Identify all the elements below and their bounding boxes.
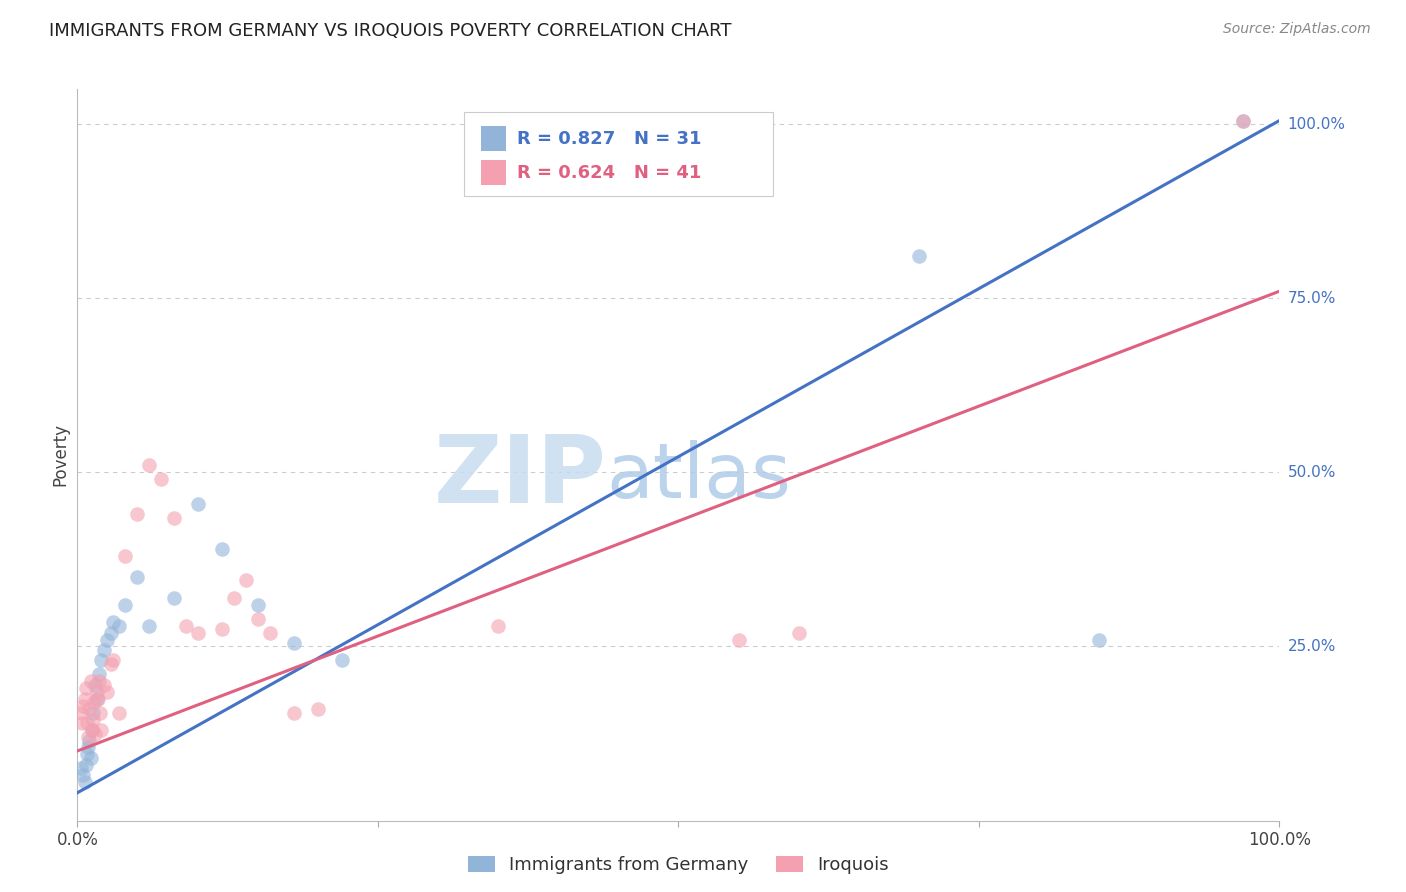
Point xyxy=(138,458,160,473)
Legend: Immigrants from Germany, Iroquois: Immigrants from Germany, Iroquois xyxy=(461,848,896,881)
Text: R = 0.827   N = 31: R = 0.827 N = 31 xyxy=(517,129,702,147)
Point xyxy=(79,733,101,747)
Text: 50.0%: 50.0% xyxy=(1288,465,1336,480)
Point xyxy=(211,622,233,636)
Point xyxy=(211,541,233,556)
Point xyxy=(283,706,305,720)
Text: IMMIGRANTS FROM GERMANY VS IROQUOIS POVERTY CORRELATION CHART: IMMIGRANTS FROM GERMANY VS IROQUOIS POVE… xyxy=(49,22,731,40)
Point xyxy=(330,653,353,667)
Point xyxy=(87,674,110,689)
Point xyxy=(96,685,118,699)
Point xyxy=(787,625,810,640)
Point xyxy=(283,636,305,650)
Point xyxy=(108,706,131,720)
Point xyxy=(86,691,108,706)
Point xyxy=(75,758,97,772)
Point xyxy=(96,632,118,647)
Point xyxy=(72,698,94,713)
Point xyxy=(259,625,281,640)
Point xyxy=(162,510,184,524)
Point xyxy=(73,775,96,789)
Point xyxy=(307,702,329,716)
Point xyxy=(89,706,111,720)
Point xyxy=(76,747,98,762)
Point xyxy=(1232,113,1254,128)
Point xyxy=(103,653,125,667)
Point xyxy=(127,570,149,584)
Point xyxy=(235,574,257,588)
Point xyxy=(70,761,93,775)
Point xyxy=(186,625,209,640)
Point xyxy=(150,472,173,486)
Point xyxy=(100,625,122,640)
Point xyxy=(246,598,269,612)
Y-axis label: Poverty: Poverty xyxy=(51,424,69,486)
Point xyxy=(82,706,104,720)
Point xyxy=(93,678,115,692)
Point xyxy=(79,702,101,716)
Point xyxy=(73,691,96,706)
Point xyxy=(76,716,98,731)
Text: R = 0.624   N = 41: R = 0.624 N = 41 xyxy=(517,163,702,181)
Point xyxy=(82,713,104,727)
Point xyxy=(100,657,122,671)
Point xyxy=(90,653,112,667)
Point xyxy=(79,674,101,689)
Point xyxy=(114,598,136,612)
Point xyxy=(1088,632,1111,647)
Point xyxy=(908,249,931,263)
Point xyxy=(108,618,131,632)
Point xyxy=(77,730,100,744)
Point xyxy=(1232,113,1254,128)
Point xyxy=(72,768,94,782)
Point xyxy=(103,615,125,629)
Point xyxy=(80,723,103,737)
Point xyxy=(174,618,197,632)
Point xyxy=(79,751,101,765)
Point xyxy=(486,618,509,632)
Point xyxy=(87,667,110,681)
Text: 75.0%: 75.0% xyxy=(1288,291,1336,306)
Point xyxy=(246,612,269,626)
Point xyxy=(90,723,112,737)
Point xyxy=(93,643,115,657)
Point xyxy=(80,723,103,737)
Point xyxy=(84,678,107,692)
Point xyxy=(186,497,209,511)
Point xyxy=(87,691,110,706)
Point xyxy=(86,685,108,699)
Point xyxy=(222,591,245,605)
Point xyxy=(70,706,93,720)
Point xyxy=(75,681,97,696)
Text: 25.0%: 25.0% xyxy=(1288,639,1336,654)
Point xyxy=(727,632,749,647)
Text: Source: ZipAtlas.com: Source: ZipAtlas.com xyxy=(1223,22,1371,37)
Point xyxy=(162,591,184,605)
Point xyxy=(70,716,93,731)
Text: 100.0%: 100.0% xyxy=(1288,117,1346,131)
Point xyxy=(77,740,100,755)
Point xyxy=(114,549,136,563)
Point xyxy=(138,618,160,632)
Point xyxy=(83,695,105,709)
Text: atlas: atlas xyxy=(606,440,792,514)
Text: ZIP: ZIP xyxy=(433,431,606,523)
Point xyxy=(127,507,149,521)
Point xyxy=(84,726,107,740)
